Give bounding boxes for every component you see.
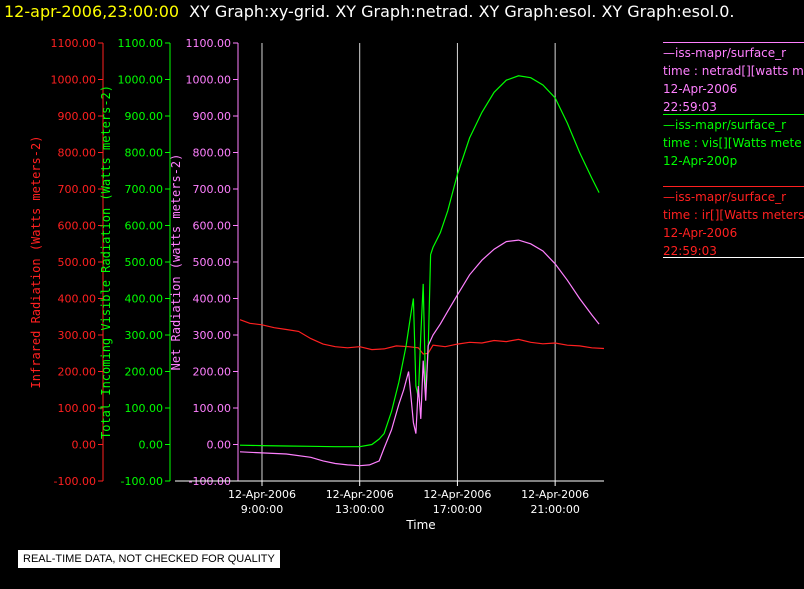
y-axis-0-tick-label-3: 200.00 (58, 366, 97, 379)
legend-end-rule (663, 257, 804, 258)
y-axis-1-tick-label-5: 400.00 (125, 293, 164, 306)
x-tick-date-0: 12-Apr-2006 (228, 488, 296, 501)
legend-rule (663, 42, 804, 43)
y-axis-1-tick-label-0: -100.00 (121, 475, 163, 488)
legend-line: 12-Apr-2006 (663, 226, 738, 240)
legend-rule (663, 186, 804, 187)
legend-line: 22:59:03 (663, 100, 717, 114)
y-axis-1-tick-label-12: 1100.00 (118, 37, 164, 50)
y-axis-1-tick-label-11: 1000.00 (118, 74, 164, 87)
legend-line: time : ir[][Watts meters (663, 208, 804, 222)
y-axis-2-tick-label-4: 300.00 (193, 329, 232, 342)
legend-line: —iss-mapr/surface_r (663, 46, 787, 60)
y-axis-0-tick-label-1: 0.00 (72, 439, 97, 452)
x-axis-label: Time (405, 518, 435, 532)
x-tick-time-3: 21:00:00 (530, 503, 579, 516)
legend-line: 12-Apr-200p (663, 154, 738, 168)
y-axis-1-tick-label-10: 900.00 (125, 110, 164, 123)
y-axis-2-tick-label-5: 400.00 (193, 293, 232, 306)
legend-line: —iss-mapr/surface_r (663, 190, 787, 204)
y-axis-1-tick-label-3: 200.00 (125, 366, 164, 379)
y-axis-2-tick-label-11: 1000.00 (186, 74, 232, 87)
y-axis-0-label: Infrared Radiation (Watts meters-2) (29, 136, 43, 389)
y-axis-0-tick-label-2: 100.00 (58, 402, 97, 415)
x-tick-time-0: 9:00:00 (241, 503, 283, 516)
y-axis-1-tick-label-6: 500.00 (125, 256, 164, 269)
y-axis-0-tick-label-12: 1100.00 (51, 37, 97, 50)
y-axis-2-tick-label-9: 800.00 (193, 147, 232, 160)
y-axis-1-tick-label-7: 600.00 (125, 220, 164, 233)
legend-line: —iss-mapr/surface_r (663, 118, 787, 132)
y-axis-1-tick-label-2: 100.00 (125, 402, 164, 415)
y-axis-0-tick-label-11: 1000.00 (51, 74, 97, 87)
y-axis-1-label: Total Incoming Visible Radiation (Watts … (99, 85, 113, 439)
legend-line: time : vis[][Watts mete (663, 136, 802, 150)
x-tick-date-3: 12-Apr-2006 (521, 488, 589, 501)
y-axis-0-tick-label-6: 500.00 (58, 256, 97, 269)
series-line-vis (239, 75, 600, 448)
y-axis-2-tick-label-2: 100.00 (193, 402, 232, 415)
y-axis-1-tick-label-8: 700.00 (125, 183, 164, 196)
header-date: 12-apr-2006,23:00:00 (4, 2, 180, 21)
y-axis-2-tick-label-10: 900.00 (193, 110, 232, 123)
y-axis-2-tick-label-1: 0.00 (207, 439, 232, 452)
y-axis-2-tick-label-6: 500.00 (193, 256, 232, 269)
header-titles: XY Graph:xy-grid. XY Graph:netrad. XY Gr… (189, 2, 735, 21)
x-tick-date-1: 12-Apr-2006 (326, 488, 394, 501)
quality-banner: REAL-TIME DATA, NOT CHECKED FOR QUALITY (18, 550, 280, 568)
y-axis-0-tick-label-9: 800.00 (58, 147, 97, 160)
y-axis-0-tick-label-0: -100.00 (54, 475, 96, 488)
y-axis-0-tick-label-8: 700.00 (58, 183, 97, 196)
y-axis-2-label: Net Radiation (watts meters-2) (169, 154, 183, 371)
legend-line: 22:59:03 (663, 244, 717, 258)
y-axis-2-tick-label-8: 700.00 (193, 183, 232, 196)
y-axis-1-tick-label-1: 0.00 (139, 439, 164, 452)
y-axis-2-tick-label-7: 600.00 (193, 220, 232, 233)
y-axis-2-tick-label-3: 200.00 (193, 366, 232, 379)
y-axis-2-tick-label-12: 1100.00 (186, 37, 232, 50)
y-axis-1-tick-label-9: 800.00 (125, 147, 164, 160)
y-axis-0-tick-label-7: 600.00 (58, 220, 97, 233)
legend-rule (663, 114, 804, 115)
series-line-netrad (239, 239, 600, 467)
x-tick-date-2: 12-Apr-2006 (423, 488, 491, 501)
y-axis-0-tick-label-4: 300.00 (58, 329, 97, 342)
legend-line: 12-Apr-2006 (663, 82, 738, 96)
series-line-ir (239, 319, 605, 355)
header-bar: 12-apr-2006,23:00:00 XY Graph:xy-grid. XY… (0, 0, 804, 24)
y-axis-0-tick-label-10: 900.00 (58, 110, 97, 123)
y-axis-0-tick-label-5: 400.00 (58, 293, 97, 306)
x-tick-time-2: 17:00:00 (433, 503, 482, 516)
legend-line: time : netrad[][watts m (663, 64, 804, 78)
y-axis-1-tick-label-4: 300.00 (125, 329, 164, 342)
x-tick-time-1: 13:00:00 (335, 503, 384, 516)
